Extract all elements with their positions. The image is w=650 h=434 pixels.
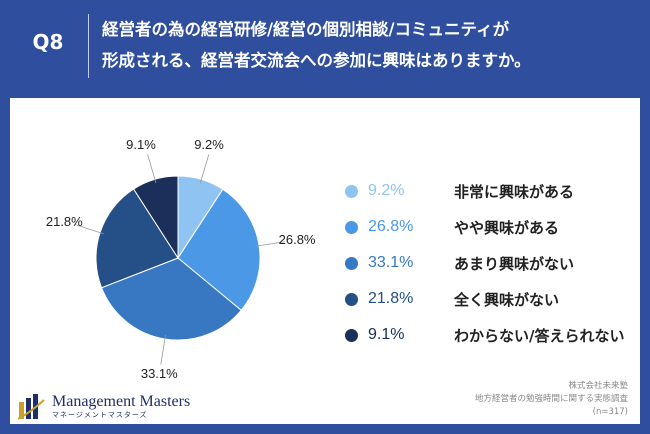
legend-percent: 26.8% xyxy=(368,218,414,235)
pie-value-label-1: 9.2% xyxy=(194,136,224,152)
pie-leader-line-4 xyxy=(75,224,104,235)
legend-color-swatch xyxy=(345,256,358,270)
management-masters-logo-icon xyxy=(17,394,45,420)
footer-survey: 地方経営者の勉強時間に関する実態調査 xyxy=(474,394,628,404)
question-line-1: 経営者の為の経営研修/経営の個別相談/コミュニティが xyxy=(102,20,510,39)
footer-company: 株式会社未来塾 xyxy=(568,381,628,391)
legend-item-1: 9.2% 非常に興味がある xyxy=(345,178,574,204)
legend-label: 非常に興味がある xyxy=(454,182,575,201)
footer-sample: (n=317) xyxy=(592,407,628,417)
question-line-2: 形成される、経営者交流会への参加に興味はありますか。 xyxy=(102,51,531,70)
legend-color-swatch xyxy=(345,328,358,342)
legend-percent: 9.2% xyxy=(368,182,405,199)
pie-leader-line-2 xyxy=(255,241,285,247)
legend-color-swatch xyxy=(345,184,358,198)
logo-subtitle: マネージメントマスターズ xyxy=(52,411,148,419)
legend-label: やや興味がある xyxy=(454,218,560,237)
legend-item-2: 26.8% やや興味がある xyxy=(345,214,559,240)
legend-label: あまり興味がない xyxy=(454,254,575,273)
pie-leader-line-3 xyxy=(160,334,166,365)
question-number: Q8 xyxy=(32,30,64,54)
company-logo: Management Masters マネージメントマスターズ xyxy=(16,392,190,422)
legend-label: わからない/答えられない xyxy=(454,326,625,345)
logo-name: Management Masters xyxy=(52,393,191,410)
legend-item-5: 9.1% わからない/答えられない xyxy=(345,322,624,348)
legend-item-3: 33.1% あまり興味がない xyxy=(345,250,574,276)
legend-percent: 21.8% xyxy=(368,290,414,307)
footer-source: 株式会社未来塾 地方経営者の勉強時間に関する実態調査 (n=317) xyxy=(475,380,628,419)
legend-color-swatch xyxy=(345,292,358,306)
pie-value-label-2: 26.8% xyxy=(278,232,316,248)
legend-color-swatch xyxy=(345,220,358,234)
legend-percent: 9.1% xyxy=(368,326,405,343)
pie-value-label-5: 9.1% xyxy=(126,136,156,152)
header-divider xyxy=(88,14,89,78)
legend-item-4: 21.8% 全く興味がない xyxy=(345,286,559,312)
pie-value-label-4: 21.8% xyxy=(45,213,83,229)
pie-leader-line-5 xyxy=(147,154,157,184)
pie-leader-line-1 xyxy=(199,154,210,184)
legend-percent: 33.1% xyxy=(368,254,414,271)
legend-label: 全く興味がない xyxy=(454,290,560,309)
question-text: 経営者の為の経営研修/経営の個別相談/コミュニティが 形成される、経営者交流会へ… xyxy=(102,14,638,76)
question-header: Q8 経営者の為の経営研修/経営の個別相談/コミュニティが 形成される、経営者交… xyxy=(0,0,650,92)
pie-value-label-3: 33.1% xyxy=(140,366,178,382)
